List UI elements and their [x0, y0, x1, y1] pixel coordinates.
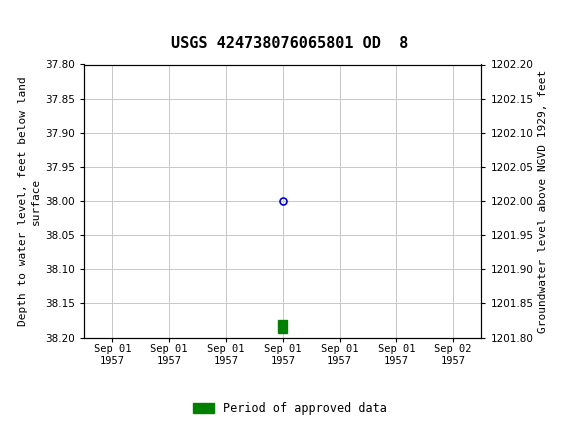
Y-axis label: Groundwater level above NGVD 1929, feet: Groundwater level above NGVD 1929, feet: [538, 69, 548, 333]
Bar: [278, 320, 287, 333]
Legend: Period of approved data: Period of approved data: [188, 397, 392, 420]
Y-axis label: Depth to water level, feet below land
surface: Depth to water level, feet below land su…: [18, 76, 41, 326]
Text: USGS: USGS: [32, 9, 87, 27]
Text: USGS 424738076065801 OD  8: USGS 424738076065801 OD 8: [171, 37, 409, 51]
Text: ≡: ≡: [5, 8, 23, 28]
